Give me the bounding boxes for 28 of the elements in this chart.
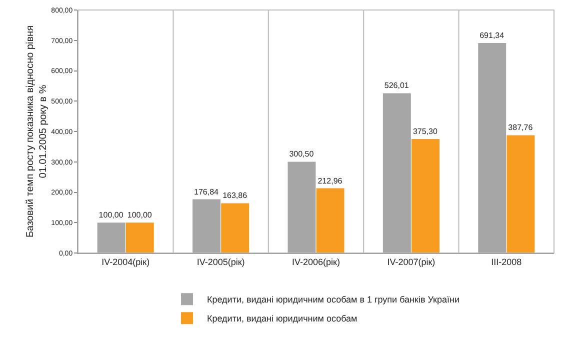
x-tick-label: III-2008 [491,256,522,267]
x-tick-label: IV-2006(рік) [292,256,340,267]
data-label: 691,34 [480,31,505,40]
data-label: 163,86 [222,191,248,200]
data-label: 526,01 [384,81,410,90]
x-tick-label: IV-2004(рік) [102,256,150,267]
legend-label: Кредити, видані юридичним особам [207,314,358,324]
data-label: 100,00 [127,210,152,220]
bar [221,203,250,253]
legend-label: Кредити, видані юридичним особам в 1 групи банків України [207,294,460,305]
data-label: 100,00 [98,210,124,220]
x-tick-label: IV-2005(рік) [196,256,245,267]
bar [192,199,221,253]
data-label: 176,84 [194,187,220,196]
bar [382,93,411,253]
bar [411,139,440,253]
data-label: 387,76 [508,123,534,132]
bar [316,188,344,253]
bar [288,162,316,253]
bar [506,135,535,253]
y-axis-title: Базовий темп росту показника відносно рівня 01.01.2005 року в % [25,26,50,238]
bar [478,43,506,253]
bar [97,222,126,253]
data-label: 300,50 [289,150,314,159]
x-tick-label: IV-2007(рік) [387,256,436,267]
data-label: 212,96 [318,176,343,186]
data-label: 375,30 [412,127,438,136]
bar [126,222,154,253]
